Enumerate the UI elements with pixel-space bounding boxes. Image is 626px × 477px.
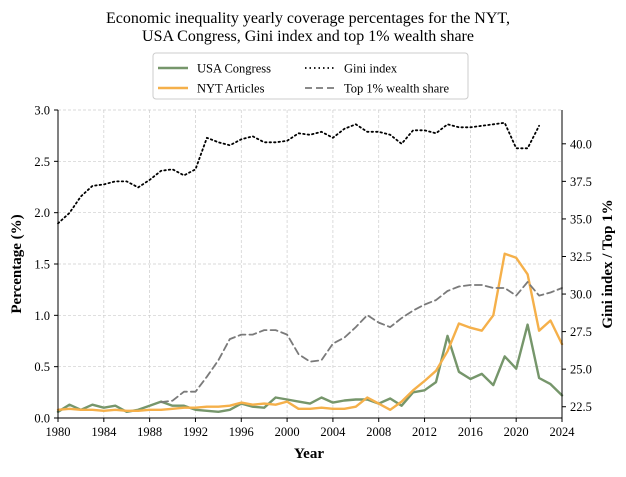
y-right-tick-label: 32.5 — [570, 250, 592, 264]
y-left-tick-label: 2.5 — [34, 155, 50, 169]
y-right-tick-label: 37.5 — [570, 175, 592, 189]
chart-title-line-2: USA Congress, Gini index and top 1% weal… — [142, 28, 474, 45]
x-tick-label: 2016 — [458, 425, 483, 439]
x-tick-label: 2008 — [366, 425, 391, 439]
series-line-gini — [57, 121, 540, 225]
y-right-tick-label: 25.0 — [570, 363, 592, 377]
series-layer — [56, 121, 564, 413]
series-line-nyt — [56, 252, 564, 412]
y-left-tick-label: 0.5 — [34, 360, 50, 374]
x-tick-label: 1988 — [137, 425, 162, 439]
y-right-tick-label: 40.0 — [570, 137, 592, 151]
tick-labels: 1980 1984 1988 1992 1996 2000 2004 2008 2012 2016… — [34, 104, 592, 440]
y-right-tick-label: 35.0 — [570, 212, 592, 226]
x-tick-label: 2000 — [275, 425, 300, 439]
legend: USA Congress NYT Articles Gini index Top 1%… — [152, 52, 469, 100]
chart-title-line-1: Economic inequality yearly coverage perc… — [106, 10, 510, 27]
x-tick-label: 2004 — [320, 425, 346, 439]
x-tick-label: 2024 — [550, 425, 576, 439]
y-left-tick-label: 3.0 — [34, 104, 50, 118]
x-tick-label: 2020 — [504, 425, 529, 439]
legend-frame — [152, 52, 469, 100]
y-right-tick-label: 30.0 — [570, 288, 592, 302]
y-left-tick-label: 1.5 — [34, 258, 50, 272]
legend-label-nyt: NYT Articles — [197, 82, 265, 96]
axes — [54, 109, 566, 422]
y-left-tick-label: 2.0 — [34, 206, 50, 220]
x-tick-label: 2012 — [412, 425, 437, 439]
y-left-tick-label: 1.0 — [34, 309, 50, 323]
y-right-tick-label: 22.5 — [570, 400, 592, 414]
y-right-tick-label: 27.5 — [570, 325, 592, 339]
legend-label-gini: Gini index — [344, 62, 398, 76]
series-line-congress — [56, 323, 564, 413]
legend-label-top1: Top 1% wealth share — [344, 82, 449, 96]
series-line-top1 — [160, 281, 563, 404]
legend-label-congress: USA Congress — [197, 62, 271, 76]
y-left-tick-label: 0.0 — [34, 412, 50, 426]
x-tick-label: 1996 — [229, 425, 254, 439]
y-axis-label-right: Gini index / Top 1% — [600, 199, 616, 328]
x-tick-label: 1992 — [183, 425, 208, 439]
grid — [57, 109, 563, 419]
x-tick-label: 1980 — [46, 425, 71, 439]
x-tick-label: 1984 — [91, 425, 117, 439]
x-axis-label: Year — [294, 446, 324, 462]
y-axis-label-left: Percentage (%) — [9, 214, 25, 313]
